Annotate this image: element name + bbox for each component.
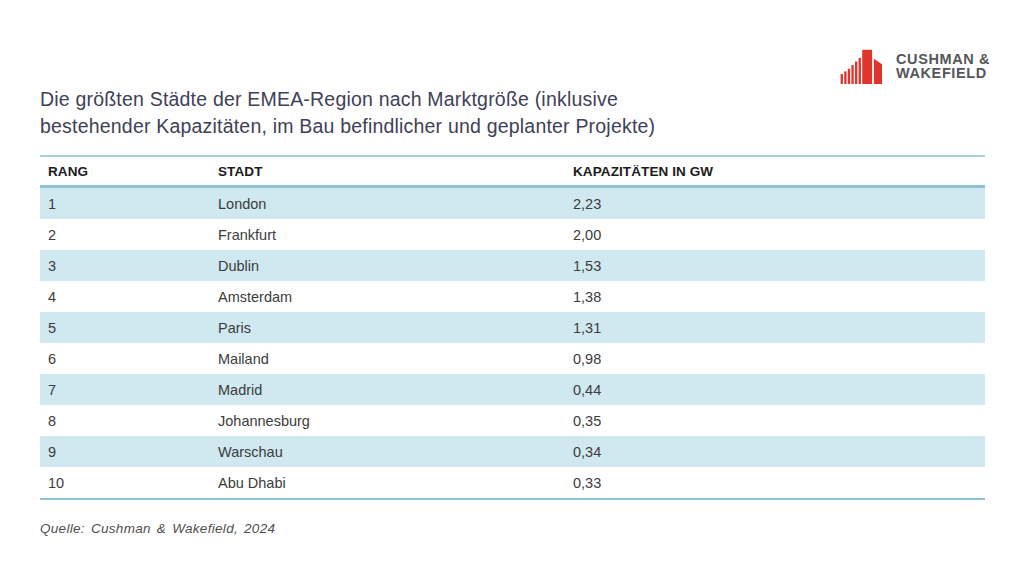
cell-rang: 9 <box>40 436 218 467</box>
cell-kapazitaet: 1,31 <box>573 312 985 343</box>
cell-kapazitaet: 2,23 <box>573 187 985 220</box>
cell-kapazitaet: 0,34 <box>573 436 985 467</box>
table-row: 6 Mailand 0,98 <box>40 343 985 374</box>
cell-stadt: Dublin <box>218 250 573 281</box>
cell-rang: 6 <box>40 343 218 374</box>
table-row: 4 Amsterdam 1,38 <box>40 281 985 312</box>
table-row: 8 Johannesburg 0,35 <box>40 405 985 436</box>
cell-rang: 3 <box>40 250 218 281</box>
cell-kapazitaet: 1,53 <box>573 250 985 281</box>
cell-rang: 4 <box>40 281 218 312</box>
cell-stadt: Johannesburg <box>218 405 573 436</box>
brand-line-2: WAKEFIELD <box>896 66 990 80</box>
cell-rang: 7 <box>40 374 218 405</box>
cell-kapazitaet: 0,44 <box>573 374 985 405</box>
figure-title: Die größten Städte der EMEA-Region nach … <box>40 86 655 140</box>
building-bars-icon <box>840 48 888 84</box>
cell-kapazitaet: 2,00 <box>573 219 985 250</box>
cushman-wakefield-logo: CUSHMAN & WAKEFIELD <box>840 48 990 84</box>
capacity-table: RANG STADT KAPAZITÄTEN IN GW 1 London 2,… <box>40 155 985 500</box>
cell-rang: 5 <box>40 312 218 343</box>
cell-kapazitaet: 0,35 <box>573 405 985 436</box>
table-row: 9 Warschau 0,34 <box>40 436 985 467</box>
brand-name: CUSHMAN & WAKEFIELD <box>896 52 990 80</box>
cell-rang: 10 <box>40 467 218 499</box>
report-page: CUSHMAN & WAKEFIELD Die größten Städte d… <box>0 0 1024 576</box>
source-note: Quelle: Cushman & Wakefield, 2024 <box>40 521 275 536</box>
cell-stadt: Amsterdam <box>218 281 573 312</box>
table-row: 5 Paris 1,31 <box>40 312 985 343</box>
column-header-stadt: STADT <box>218 156 573 187</box>
cell-stadt: Mailand <box>218 343 573 374</box>
table-row: 2 Frankfurt 2,00 <box>40 219 985 250</box>
cell-stadt: London <box>218 187 573 220</box>
cell-stadt: Abu Dhabi <box>218 467 573 499</box>
table-row: 7 Madrid 0,44 <box>40 374 985 405</box>
header-row: RANG STADT KAPAZITÄTEN IN GW <box>40 156 985 187</box>
cell-stadt: Frankfurt <box>218 219 573 250</box>
cell-kapazitaet: 0,33 <box>573 467 985 499</box>
column-header-kapazitaeten: KAPAZITÄTEN IN GW <box>573 156 985 187</box>
table-row: 10 Abu Dhabi 0,33 <box>40 467 985 499</box>
brand-line-1: CUSHMAN & <box>896 52 990 66</box>
figure-title-line-1: Die größten Städte der EMEA-Region nach … <box>40 86 655 113</box>
cell-stadt: Madrid <box>218 374 573 405</box>
cell-stadt: Paris <box>218 312 573 343</box>
table-row: 3 Dublin 1,53 <box>40 250 985 281</box>
cell-rang: 1 <box>40 187 218 220</box>
cell-rang: 2 <box>40 219 218 250</box>
capacity-table-container: RANG STADT KAPAZITÄTEN IN GW 1 London 2,… <box>40 155 985 500</box>
table-row: 1 London 2,23 <box>40 187 985 220</box>
column-header-rang: RANG <box>40 156 218 187</box>
cell-stadt: Warschau <box>218 436 573 467</box>
cell-kapazitaet: 1,38 <box>573 281 985 312</box>
figure-title-line-2: bestehender Kapazitäten, im Bau befindli… <box>40 113 655 140</box>
cell-kapazitaet: 0,98 <box>573 343 985 374</box>
cell-rang: 8 <box>40 405 218 436</box>
